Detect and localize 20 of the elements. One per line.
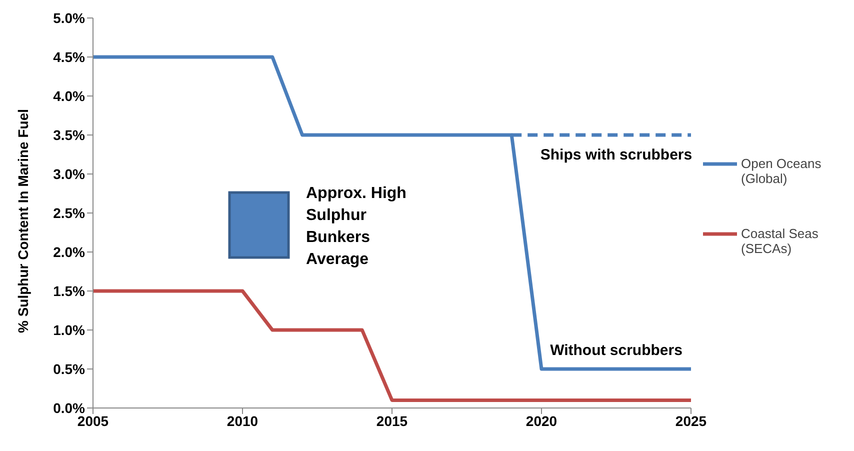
y-tick-label: 4.5% — [53, 48, 86, 65]
x-tick-label: 2020 — [526, 412, 558, 429]
annotation: Approx. High Sulphur Bunkers Average — [306, 184, 408, 270]
y-tick-label: 4.0% — [53, 88, 86, 104]
legend-label: Open Oceans (Global) — [741, 156, 822, 186]
y-tick-label: 2.0% — [53, 244, 86, 260]
annotation: Ships with scrubbers — [540, 146, 692, 164]
y-axis-title: % Sulphur Content In Marine Fuel — [14, 109, 31, 333]
y-tick-label: 0.5% — [53, 360, 86, 377]
legend-label: Coastal Seas (SECAs) — [741, 226, 820, 256]
x-tick-label: 2025 — [675, 412, 707, 429]
y-tick-label: 5.0% — [53, 10, 86, 26]
y-tick-label: 3.0% — [53, 166, 86, 182]
y-tick-label: 2.5% — [53, 204, 86, 221]
x-tick-label: 2010 — [226, 412, 258, 429]
x-tick-label: 2015 — [376, 412, 408, 429]
y-tick-label: 3.5% — [53, 126, 86, 143]
y-tick-label: 1.5% — [53, 282, 86, 299]
annotation: Without scrubbers — [550, 342, 682, 359]
y-tick-label: 1.0% — [53, 322, 86, 338]
